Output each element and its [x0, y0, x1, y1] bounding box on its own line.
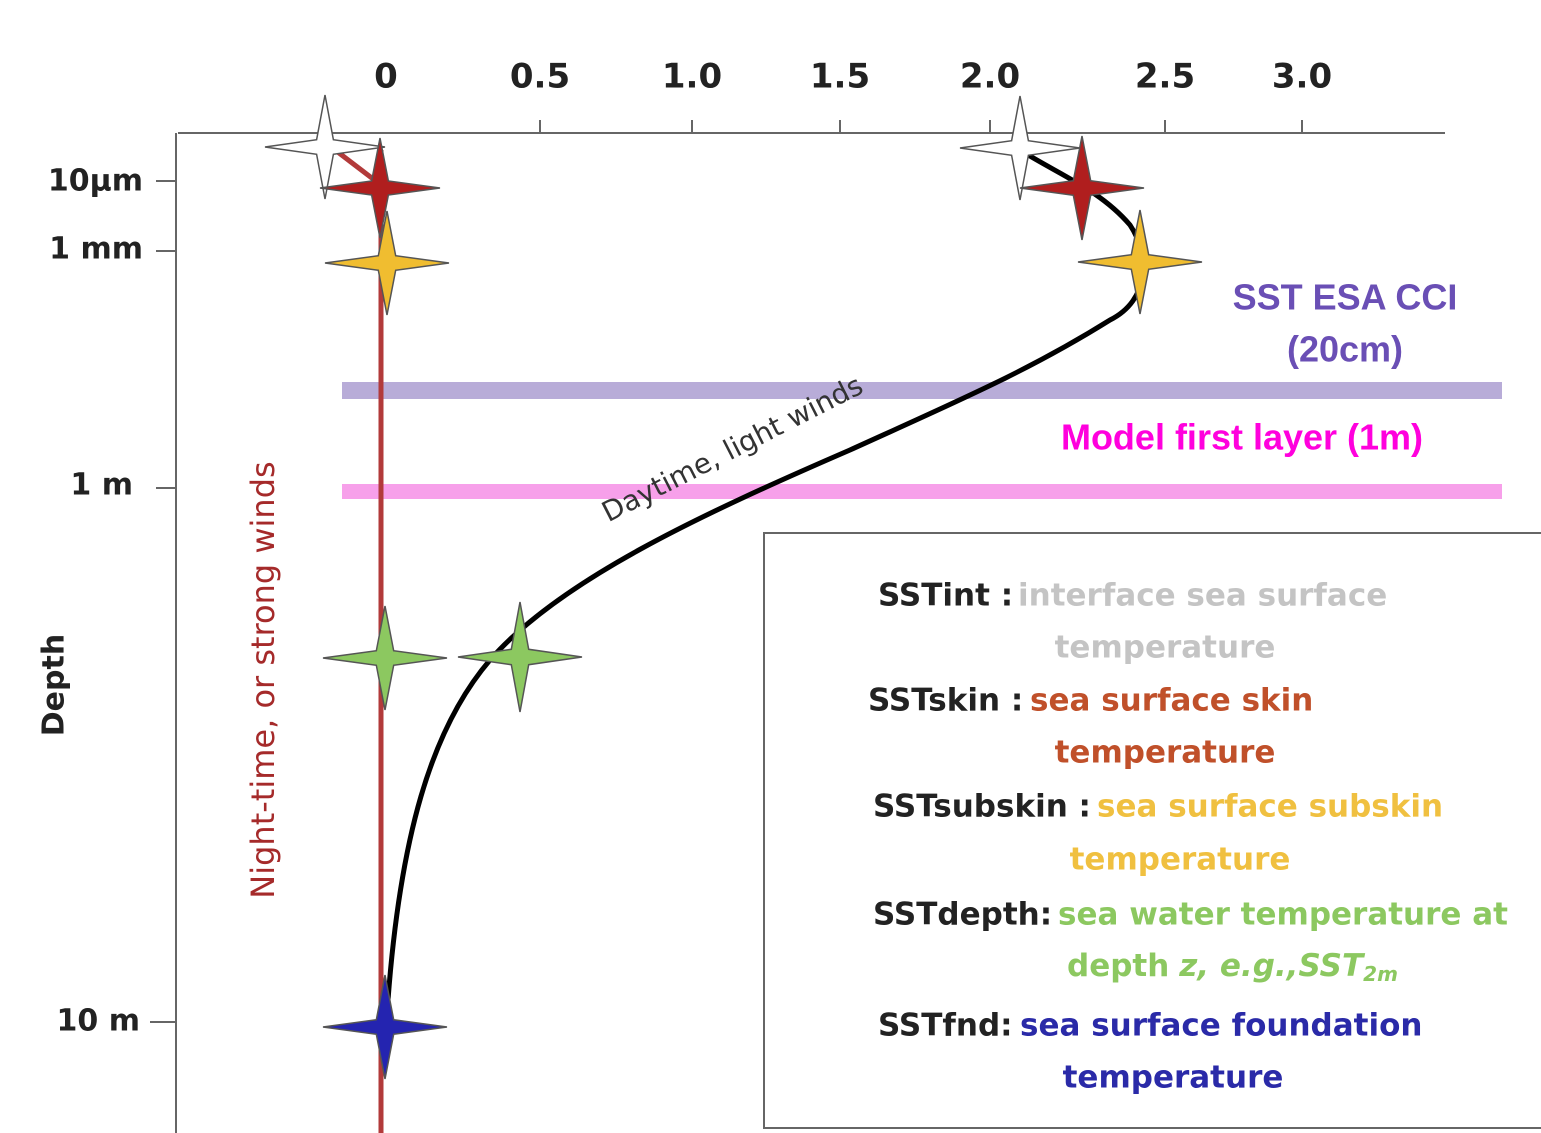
star-marker — [264, 94, 386, 200]
x-tick-label: 3.0 — [1272, 57, 1332, 97]
model-band — [342, 484, 1502, 499]
legend-desc: temperature — [1070, 842, 1291, 878]
x-tick-label: 1.0 — [662, 57, 722, 97]
y-tick-label: 10µm — [48, 164, 143, 199]
legend-desc: sea water temperature at — [1058, 897, 1508, 933]
legend-term: SSTint : — [878, 578, 1013, 614]
legend-desc: sea surface foundation — [1020, 1008, 1422, 1044]
star-marker — [324, 210, 450, 316]
legend-box — [763, 532, 1541, 1129]
y-tick-label: 1 m — [70, 468, 133, 503]
star-marker — [1077, 209, 1203, 315]
y-axis-title: Depth — [37, 634, 72, 736]
legend-desc: depth z, e.g.,SST2m — [1067, 948, 1398, 986]
legend-desc: temperature — [1055, 735, 1276, 771]
legend-term: SSTdepth: — [873, 897, 1052, 933]
cci-label: (20cm) — [1287, 329, 1403, 370]
y-tick-label: 1 mm — [49, 232, 143, 267]
legend-desc-part: 2m — [1363, 962, 1398, 986]
cci-label: SST ESA CCI — [1233, 277, 1458, 318]
y-tick-label: 10 m — [57, 1004, 140, 1039]
legend-desc: temperature — [1055, 630, 1276, 666]
legend-desc: sea surface skin — [1030, 683, 1313, 719]
star-marker — [319, 137, 441, 239]
x-tick-label: 1.5 — [810, 57, 870, 97]
x-tick-label: 0.5 — [510, 57, 570, 97]
model-label: Model first layer (1m) — [1061, 417, 1423, 458]
legend-desc: sea surface subskin — [1097, 789, 1443, 825]
legend-term: SSTsubskin : — [873, 789, 1091, 825]
tick-marks — [150, 120, 1303, 1023]
star-marker — [322, 605, 448, 711]
star-marker — [959, 95, 1081, 201]
x-tick-label: 0 — [374, 57, 398, 97]
legend-term: SSTfnd: — [878, 1008, 1013, 1044]
x-tick-label: 2.5 — [1135, 57, 1195, 97]
star-marker — [1019, 135, 1145, 241]
star-marker — [322, 974, 448, 1080]
legend-desc: interface sea surface — [1018, 578, 1387, 614]
x-tick-label: 2.0 — [960, 57, 1020, 97]
cci-band — [342, 382, 1502, 399]
legend-term: SSTskin : — [868, 683, 1023, 719]
legend-desc: temperature — [1063, 1060, 1284, 1096]
star-marker — [457, 601, 583, 713]
legend-desc-part: z, e.g.,SST — [1178, 948, 1366, 984]
night-label: Night-time, or strong winds — [244, 461, 282, 898]
legend-desc-part: depth — [1067, 948, 1169, 984]
day-profile — [385, 147, 1146, 1001]
